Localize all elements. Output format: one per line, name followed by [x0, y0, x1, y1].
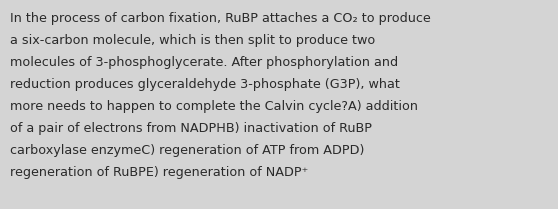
- Text: In the process of carbon fixation, RuBP attaches a CO₂ to produce: In the process of carbon fixation, RuBP …: [10, 12, 431, 25]
- Text: more needs to happen to complete the Calvin cycle?A) addition: more needs to happen to complete the Cal…: [10, 100, 418, 113]
- Text: carboxylase enzymeC) regeneration of ATP from ADPD): carboxylase enzymeC) regeneration of ATP…: [10, 144, 364, 157]
- Text: a six-carbon molecule, which is then split to produce two: a six-carbon molecule, which is then spl…: [10, 34, 375, 47]
- Text: of a pair of electrons from NADPHB) inactivation of RuBP: of a pair of electrons from NADPHB) inac…: [10, 122, 372, 135]
- Text: molecules of 3-phosphoglycerate. After phosphorylation and: molecules of 3-phosphoglycerate. After p…: [10, 56, 398, 69]
- Text: reduction produces glyceraldehyde 3-phosphate (G3P), what: reduction produces glyceraldehyde 3-phos…: [10, 78, 400, 91]
- Text: regeneration of RuBPE) regeneration of NADP⁺: regeneration of RuBPE) regeneration of N…: [10, 166, 308, 179]
